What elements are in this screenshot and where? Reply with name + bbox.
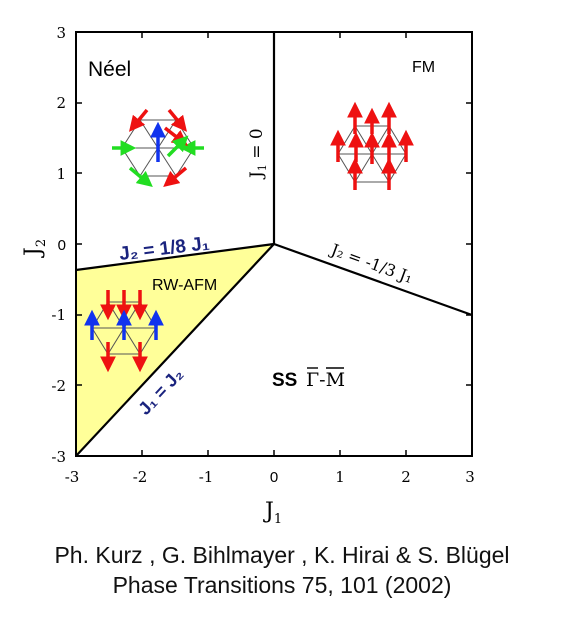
neel-spin-icon (112, 108, 204, 188)
y-tick-label: -3 (51, 448, 66, 466)
region-label-rw-afm: RW-AFM (152, 277, 217, 294)
x-tick-label: 3 (465, 468, 475, 486)
x-tick-label: -2 (133, 468, 148, 486)
x-tick-label: 2 (401, 468, 411, 486)
fm-spin-icon (330, 101, 414, 190)
y-tick-label: 2 (56, 94, 66, 112)
boundary-rwafm-ss (75, 243, 275, 457)
x-tick-label: 0 (270, 469, 278, 486)
x-axis-title: J1 (263, 499, 282, 527)
rw-afm-spin-icon (84, 290, 164, 373)
y-tick-label: -1 (51, 306, 66, 324)
citation-journal: Phase Transitions 75, 101 (2002) (112, 572, 452, 598)
region-label-ss: SS (272, 370, 297, 391)
x-tick-label: 1 (335, 468, 345, 486)
x-tick-label: -1 (199, 468, 214, 486)
x-tick-label: -3 (65, 468, 80, 486)
boundary-label-j1-zero: J1 = 0 (247, 128, 269, 180)
y-tick-label: 1 (56, 165, 66, 183)
boundary-neel-rwafm (75, 242, 275, 272)
y-axis-title: J2 (21, 239, 49, 258)
citation-authors: Ph. Kurz , G. Bihlmayer , K. Hirai & S. … (54, 542, 510, 568)
boundary-fm-ss (273, 242, 473, 317)
region-label-neel: Néel (88, 58, 131, 81)
y-tick-label: 3 (56, 24, 66, 42)
y-tick-label: -2 (51, 377, 66, 395)
x-tick-marks (75, 32, 407, 456)
region-label-fm: FM (412, 59, 435, 76)
y-tick-label: 0 (58, 237, 66, 254)
region-label-ss-path: Γ-M (306, 369, 345, 391)
phase-boundaries (75, 32, 473, 457)
